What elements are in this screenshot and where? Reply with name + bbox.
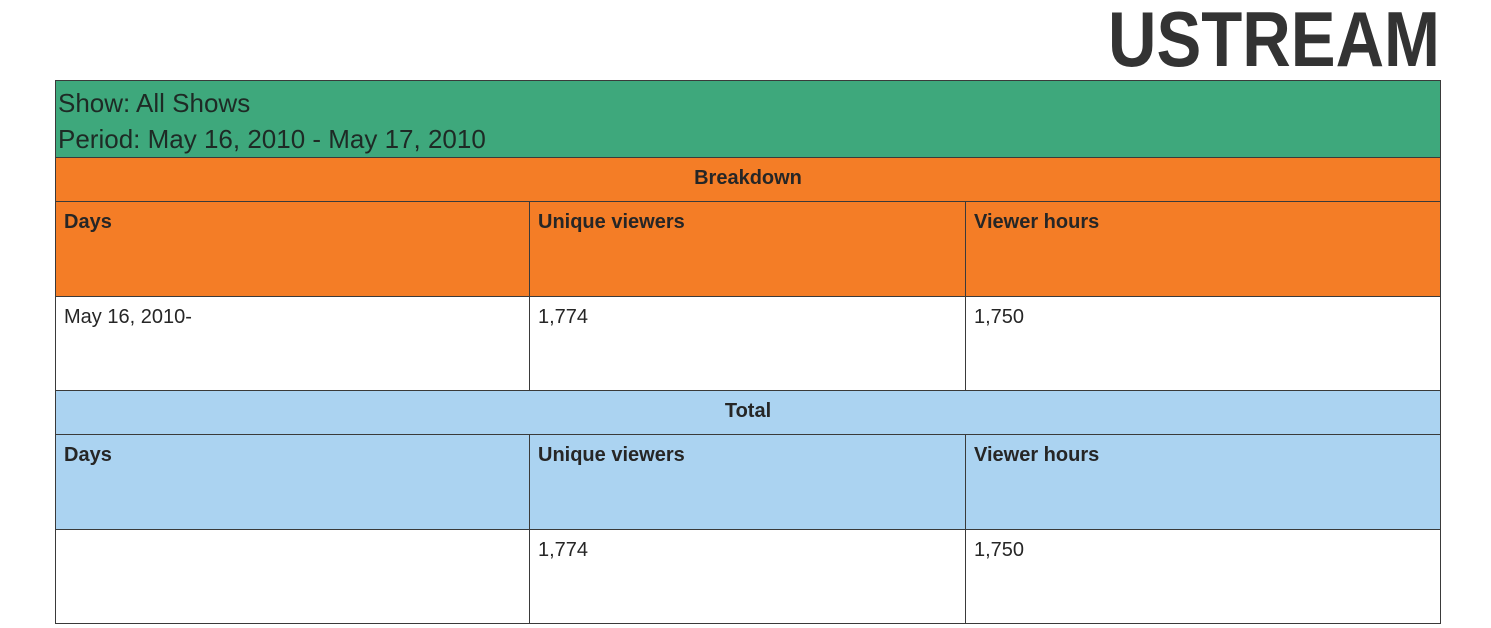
breakdown-viewer-hours-cell: 1,750 xyxy=(964,296,1442,391)
total-col-unique-viewers: Unique viewers xyxy=(529,434,966,530)
breakdown-title: Breakdown xyxy=(54,157,1442,202)
report-header-row: Show: All Shows Period: May 16, 2010 - M… xyxy=(54,80,1442,158)
breakdown-column-header-row: Days Unique viewers Viewer hours xyxy=(55,201,1442,297)
report-header: Show: All Shows Period: May 16, 2010 - M… xyxy=(54,80,1442,158)
breakdown-col-viewer-hours: Viewer hours xyxy=(964,201,1442,297)
breakdown-col-unique-viewers: Unique viewers xyxy=(529,201,966,297)
total-row: 1,774 1,750 xyxy=(55,529,1442,624)
logo-text: USTREAM xyxy=(1108,2,1440,72)
total-col-viewer-hours: Viewer hours xyxy=(964,434,1442,530)
total-unique-viewers-cell: 1,774 xyxy=(529,529,966,624)
ustream-logo: USTREAM xyxy=(1108,2,1440,72)
show-line: Show: All Shows xyxy=(58,88,251,118)
breakdown-col-days: Days xyxy=(55,201,530,297)
total-column-header-row: Days Unique viewers Viewer hours xyxy=(55,434,1442,530)
table-row: May 16, 2010- 1,774 1,750 xyxy=(55,296,1442,391)
report-table: Show: All Shows Period: May 16, 2010 - M… xyxy=(54,80,1442,624)
period-line: Period: May 16, 2010 - May 17, 2010 xyxy=(58,124,486,154)
total-viewer-hours-cell: 1,750 xyxy=(964,529,1442,624)
breakdown-unique-viewers-cell: 1,774 xyxy=(529,296,966,391)
total-col-days: Days xyxy=(55,434,530,530)
total-title-row: Total xyxy=(54,390,1442,435)
total-days-cell xyxy=(55,529,530,624)
breakdown-days-cell: May 16, 2010- xyxy=(55,296,530,391)
breakdown-title-row: Breakdown xyxy=(54,157,1442,202)
total-title: Total xyxy=(54,390,1442,435)
